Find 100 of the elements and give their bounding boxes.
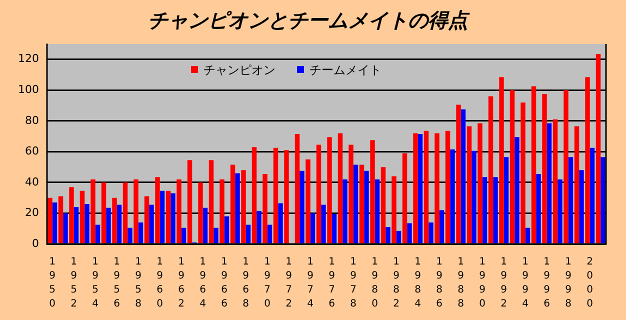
bar <box>574 126 580 244</box>
bar <box>181 228 186 244</box>
bar <box>202 208 208 244</box>
x-tick-label: 1978 <box>350 256 357 310</box>
bar <box>262 174 268 244</box>
bar <box>241 170 246 244</box>
y-tick-label: 60 <box>24 144 39 158</box>
x-tick-label: 1994 <box>522 256 529 310</box>
x-tick-label: 1956 <box>114 256 120 310</box>
bar <box>478 123 482 244</box>
bar <box>144 196 150 244</box>
bar <box>166 190 171 244</box>
bar <box>208 160 214 244</box>
x-tick-label: 1962 <box>178 256 185 310</box>
bar <box>353 164 358 244</box>
bar <box>460 109 466 244</box>
bar <box>63 213 68 244</box>
bar <box>558 179 562 244</box>
y-tick-label: 100 <box>18 83 39 96</box>
y-tick-label: 40 <box>24 175 39 188</box>
bar <box>546 123 552 244</box>
bar <box>434 133 440 244</box>
bar <box>256 210 262 244</box>
x-tick-label: 1982 <box>393 256 400 310</box>
y-tick-label: 0 <box>32 236 39 250</box>
bar <box>386 227 390 244</box>
bar <box>456 104 461 244</box>
y-tick-label: 20 <box>24 206 39 220</box>
bar <box>342 179 348 244</box>
y-tick-label: 120 <box>18 52 39 66</box>
bar <box>52 202 58 244</box>
bar <box>402 153 408 244</box>
bar <box>493 177 498 244</box>
bar <box>392 176 396 244</box>
y-tick-label: 80 <box>24 114 39 127</box>
bar <box>170 193 176 244</box>
x-tick-label: 1986 <box>436 256 443 310</box>
bar <box>160 190 165 244</box>
bar <box>316 144 322 244</box>
bar <box>439 210 444 244</box>
bar <box>300 170 304 244</box>
bar <box>374 179 380 244</box>
bar <box>428 222 434 244</box>
legend-label: チームメイト <box>308 62 382 79</box>
bar <box>514 137 520 244</box>
bar <box>364 170 369 244</box>
bar <box>488 96 494 244</box>
bar <box>128 228 132 244</box>
bar <box>284 150 289 244</box>
bar <box>472 150 476 244</box>
bar <box>187 160 192 244</box>
bar <box>579 170 584 244</box>
bar <box>155 177 160 244</box>
x-tick-label: 1996 <box>544 256 550 310</box>
bar <box>176 179 182 244</box>
bar <box>564 90 568 244</box>
bar <box>252 147 257 244</box>
bar <box>338 133 343 244</box>
bar <box>531 86 536 244</box>
x-tick-label: 1964 <box>200 256 206 310</box>
bar <box>58 196 64 244</box>
bar <box>396 230 402 244</box>
x-tick-label: 1990 <box>479 256 486 310</box>
bar <box>590 148 595 244</box>
x-tick-label: 1988 <box>458 256 464 310</box>
x-tick-label: 1966 <box>221 256 228 310</box>
bar <box>122 182 128 244</box>
bar <box>418 134 423 244</box>
x-tick-label: 1980 <box>372 256 378 310</box>
bar <box>359 164 364 244</box>
bar <box>542 94 547 244</box>
bar <box>306 159 310 244</box>
x-tick-label: 1974 <box>307 256 314 310</box>
x-tick-label: 2000 <box>586 256 594 310</box>
x-tick-label: 1998 <box>565 256 572 310</box>
x-tick-label: 1954 <box>92 256 99 310</box>
bar <box>596 54 601 244</box>
bar <box>278 203 283 244</box>
bar <box>294 134 300 244</box>
bar <box>504 157 509 244</box>
bar <box>585 77 590 244</box>
bar <box>380 167 386 244</box>
bar <box>220 179 224 244</box>
x-tick-label: 1950 <box>49 256 56 310</box>
bar <box>445 130 450 244</box>
x-tick-label: 1976 <box>328 256 336 310</box>
bar <box>348 144 354 244</box>
bar <box>482 177 488 244</box>
bar <box>600 157 606 244</box>
bar <box>552 119 558 244</box>
bar <box>310 213 316 244</box>
x-tick-label: 1984 <box>414 256 422 310</box>
bar <box>466 126 472 244</box>
bar <box>214 228 218 244</box>
bar <box>370 140 375 244</box>
bar <box>224 216 230 244</box>
bar <box>407 223 412 244</box>
bar <box>95 224 100 244</box>
x-tick-label: 1952 <box>70 256 78 310</box>
bar <box>327 137 332 244</box>
